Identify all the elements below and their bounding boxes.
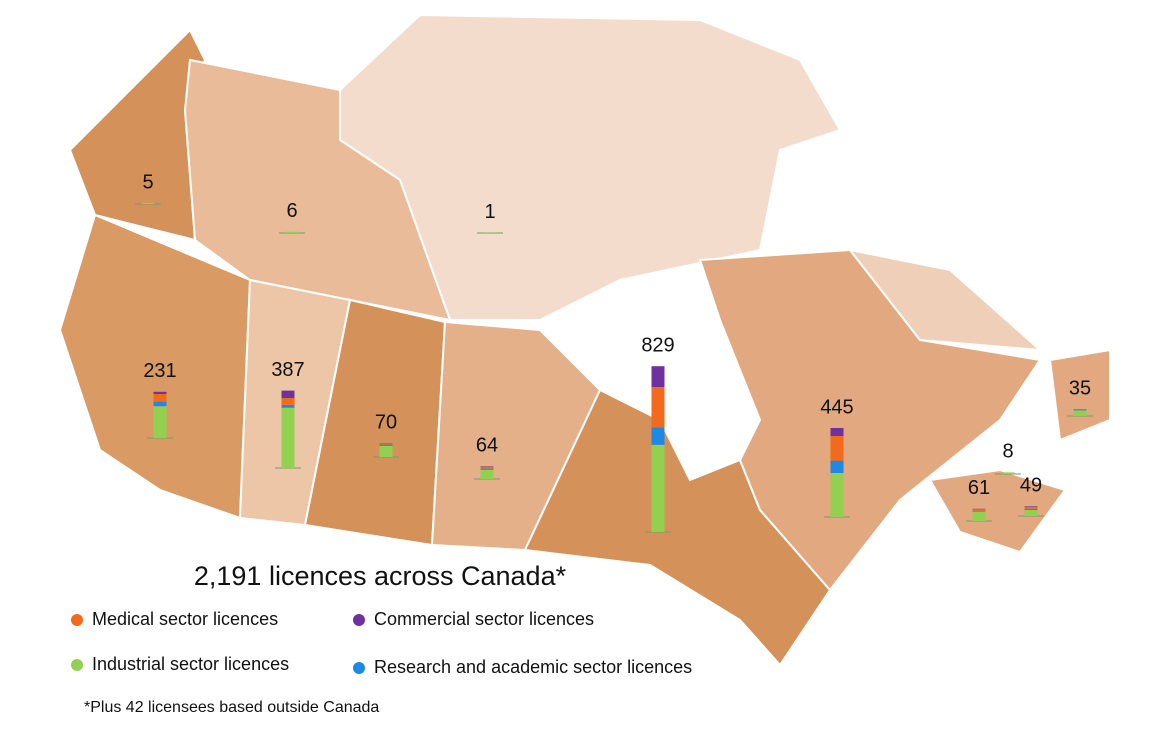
bar-segment: [973, 511, 986, 512]
bar-segment: [481, 469, 494, 470]
bar-segment: [831, 428, 844, 436]
legend-label: Medical sector licences: [92, 609, 278, 629]
total-label: 231: [143, 360, 176, 382]
legend-label: Research and academic sector licences: [374, 657, 692, 677]
bar-segment: [831, 461, 844, 473]
bar-segment: [831, 473, 844, 517]
bar-segment: [282, 408, 295, 468]
bar-segment: [154, 402, 167, 407]
bar-segment: [652, 366, 665, 387]
total-label: 61: [968, 477, 990, 499]
total-label: 64: [476, 434, 498, 456]
bar-segment: [154, 394, 167, 402]
total-label: 445: [820, 396, 853, 418]
bar-segment: [380, 445, 393, 446]
bar-segment: [1074, 410, 1087, 416]
bar-segment: [380, 443, 393, 444]
bar-segment: [652, 387, 665, 427]
bar-segment: [831, 436, 844, 461]
title: 2,191 licences across Canada*: [194, 561, 567, 591]
total-label: 35: [1069, 377, 1091, 399]
legend-label: Commercial sector licences: [374, 609, 594, 629]
bar-segment: [652, 427, 665, 444]
footnote: *Plus 42 licensees based outside Canada: [84, 699, 379, 716]
legend-label: Industrial sector licences: [92, 654, 289, 674]
legend-marker: [71, 659, 83, 671]
total-label: 8: [1002, 441, 1013, 463]
bar-segment: [1002, 472, 1015, 474]
bar-segment: [1025, 506, 1038, 507]
bar-segment: [282, 405, 295, 408]
bar-segment: [282, 398, 295, 405]
bar-segment: [1074, 409, 1087, 410]
total-label: 49: [1020, 474, 1042, 496]
bar-segment: [1025, 507, 1038, 509]
bar-segment: [973, 509, 986, 511]
bar-segment: [1025, 510, 1038, 516]
bar-segment: [481, 467, 494, 469]
bar-segment: [481, 470, 494, 479]
bar-segment: [142, 203, 155, 204]
legend-marker: [353, 614, 365, 626]
total-label: 5: [142, 171, 153, 193]
region: [70, 30, 205, 240]
legend-marker: [71, 614, 83, 626]
bar-segment: [652, 445, 665, 532]
bar-segment: [286, 232, 299, 233]
bar-segment: [154, 406, 167, 438]
total-label: 1: [484, 201, 495, 223]
bar-segment: [380, 446, 393, 457]
total-label: 829: [641, 334, 674, 356]
total-label: 70: [375, 411, 397, 433]
bar-segment: [1025, 509, 1038, 510]
region: [930, 470, 1065, 552]
total-label: 6: [286, 200, 297, 222]
bar-segment: [973, 512, 986, 521]
bar-segment: [282, 391, 295, 398]
legend-marker: [353, 662, 365, 674]
total-label: 387: [271, 359, 304, 381]
bar-segment: [154, 392, 167, 394]
